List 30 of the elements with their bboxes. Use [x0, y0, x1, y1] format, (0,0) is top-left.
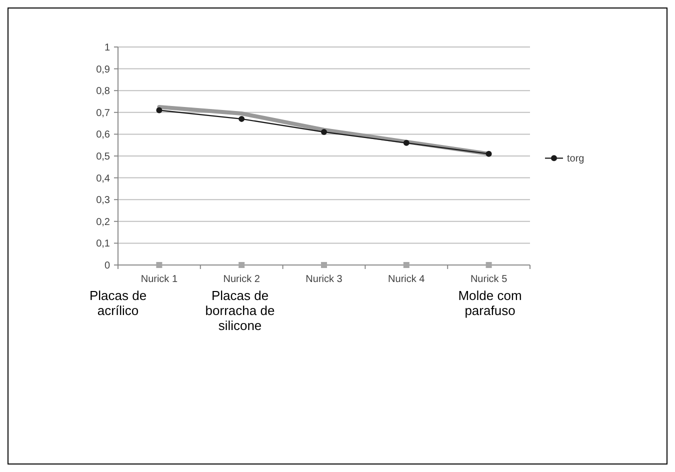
- point: [403, 140, 410, 146]
- x-tick-label: Nurick 3: [306, 274, 343, 285]
- y-tick-label: 0,1: [96, 238, 110, 250]
- point: [486, 262, 492, 268]
- x-tick-label: Nurick 1: [140, 274, 178, 285]
- text: Molde com parafuso: [458, 288, 522, 318]
- y-tick-label: 0,7: [96, 108, 110, 119]
- point: [156, 262, 162, 268]
- y-tick-label: 1: [104, 42, 110, 54]
- x-tick-label: Nurick 4: [388, 274, 426, 285]
- y-tick-label: 0,3: [96, 195, 110, 206]
- y-tick-label: 0,2: [96, 216, 110, 228]
- y-tick-label: 0,4: [96, 173, 110, 184]
- x-tick-label: Nurick 5: [470, 274, 508, 285]
- point: [321, 129, 327, 136]
- y-tick-label: 0,6: [96, 130, 110, 141]
- point: [238, 116, 245, 122]
- y-tick-label: 0,5: [96, 152, 110, 162]
- y-tick-label: 0,8: [96, 86, 110, 98]
- legend-label: torg: [567, 154, 584, 165]
- x-tick-label: Nurick 2: [223, 274, 260, 285]
- text: Placas de borracha de silicone: [205, 288, 275, 333]
- point: [238, 262, 245, 268]
- text: Placas de acrílico: [89, 288, 147, 318]
- y-tick-label: 0,9: [96, 64, 110, 76]
- point: [156, 107, 162, 114]
- point: [321, 262, 327, 268]
- point: [486, 150, 492, 157]
- y-tick-label: 0: [104, 260, 110, 272]
- point: [403, 262, 410, 268]
